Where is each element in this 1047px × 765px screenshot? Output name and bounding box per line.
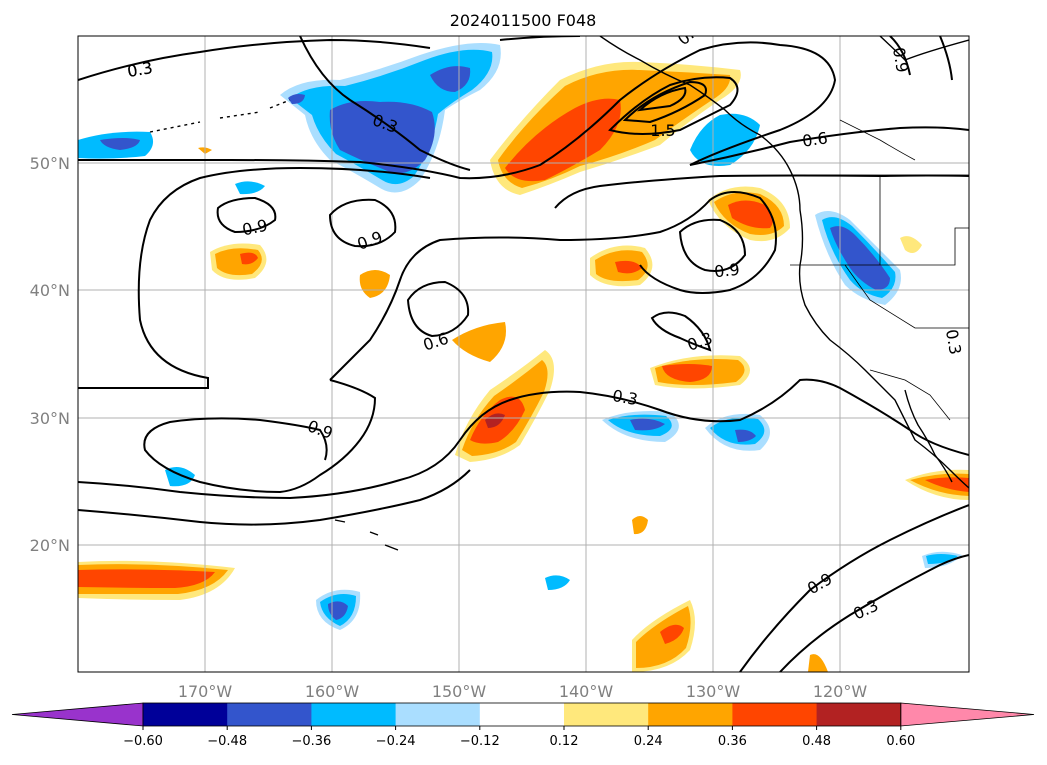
longitude-labels: 170°W 160°W 150°W 140°W 130°W 120°W: [178, 682, 868, 701]
map-frame: [77, 35, 970, 673]
lat-label: 30°N: [30, 409, 70, 428]
contour-label: 0.6: [801, 128, 829, 150]
contour-label: 0.9: [240, 216, 269, 240]
colorbar-swatch: [479, 703, 565, 726]
latitude-labels: 50°N 40°N 30°N 20°N: [30, 154, 70, 555]
contour-label: 1.5: [650, 121, 675, 140]
contour-label: 0.3: [611, 386, 639, 409]
colorbar: −0.60 −0.48 −0.36 −0.24 −0.12 0.12 0.24 0.36 0.4…: [11, 702, 1035, 749]
colorbar-extend-max: [900, 702, 1035, 727]
contour-label: 0.3: [942, 328, 965, 356]
colorbar-swatch: [816, 703, 902, 726]
colorbar-tick-label: −0.60: [123, 734, 163, 749]
map-title: 2024011500 F048: [450, 11, 597, 30]
colorbar-tick-label: 0.60: [886, 734, 915, 749]
lon-label: 160°W: [305, 682, 360, 701]
lon-label: 140°W: [559, 682, 614, 701]
lon-label: 150°W: [432, 682, 487, 701]
lat-label: 50°N: [30, 154, 70, 173]
contour-lines: [78, 36, 969, 672]
lat-label: 40°N: [30, 281, 70, 300]
colorbar-tick-label: −0.12: [460, 734, 500, 749]
colorbar-swatch: [648, 703, 733, 726]
colorbar-extend-min: [11, 702, 144, 727]
colorbar-tick-label: 0.48: [802, 734, 831, 749]
colorbar-tick-label: 0.12: [550, 734, 579, 749]
colorbar-swatch: [311, 703, 397, 726]
colorbar-swatch: [732, 703, 818, 726]
contour-label: 0.3: [126, 58, 154, 81]
colorbar-tick-label: 0.36: [718, 734, 747, 749]
colorbar-tick-label: 0.24: [634, 734, 663, 749]
lat-label: 20°N: [30, 536, 70, 555]
colorbar-swatch: [395, 703, 481, 726]
colorbar-tick-label: −0.24: [376, 734, 416, 749]
lon-label: 120°W: [813, 682, 868, 701]
colorbar-swatch: [143, 703, 228, 726]
colorbar-tick-label: −0.48: [207, 734, 247, 749]
map-panel: 0.30.30.9 0.90.60.90.61.5 0.60.90.90.30.30…: [77, 35, 970, 673]
colorbar-swatch: [564, 703, 649, 726]
shaded-field: [78, 42, 969, 672]
graticule: [78, 36, 969, 672]
lon-label: 170°W: [178, 682, 233, 701]
contour-label: 0.3: [126, 58, 154, 81]
lon-label: 130°W: [686, 682, 741, 701]
contour-label: 0.9: [713, 260, 740, 282]
contour-label: 0.9: [889, 46, 912, 74]
colorbar-swatch: [227, 703, 312, 726]
colorbar-tick-label: −0.36: [291, 734, 331, 749]
